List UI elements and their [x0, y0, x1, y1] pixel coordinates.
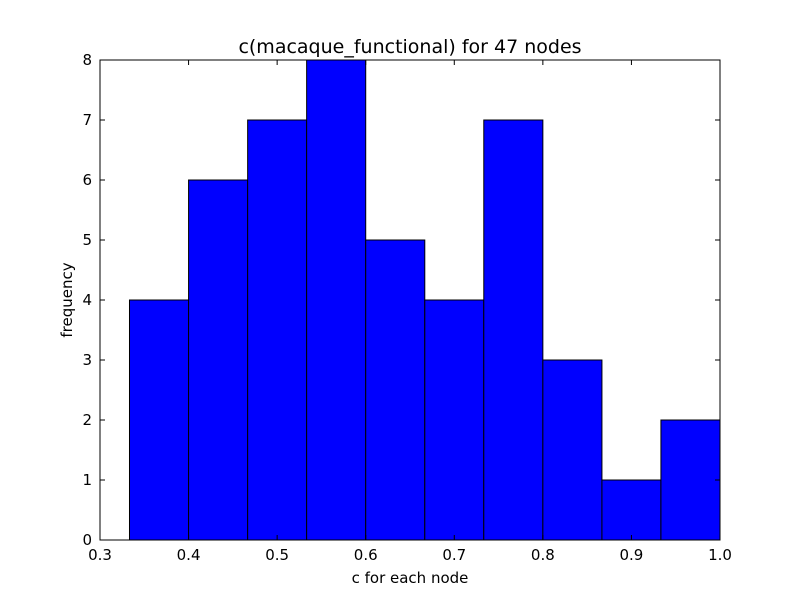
histogram-bar-7	[483, 119, 544, 541]
x-tick-label: 0.8	[531, 546, 555, 564]
histogram-bar-10	[660, 419, 721, 541]
x-tick-label: 0.7	[442, 546, 466, 564]
histogram-bars	[128, 59, 721, 541]
histogram-bar-3	[247, 119, 308, 541]
x-tick-label: 0.3	[88, 546, 112, 564]
x-axis-label: c for each node	[352, 569, 469, 587]
y-tick-label: 6	[82, 171, 92, 189]
y-tick-label: 5	[82, 231, 92, 249]
x-tick-label: 1.0	[708, 546, 732, 564]
histogram-bar-6	[424, 299, 485, 541]
x-tick-label: 0.5	[265, 546, 289, 564]
histogram-bar-2	[188, 179, 249, 541]
x-tick-label: 0.6	[354, 546, 378, 564]
histogram-bar-8	[542, 359, 603, 541]
y-tick-label: 3	[82, 351, 92, 369]
y-tick-label: 0	[82, 531, 92, 549]
y-tick-label: 1	[82, 471, 92, 489]
x-tick-label: 0.4	[177, 546, 201, 564]
histogram-bar-1	[128, 299, 190, 541]
x-axis-ticks: 0.3 0.4 0.5 0.6 0.7 0.8 0.9 1.0	[88, 60, 732, 564]
y-tick-label: 2	[82, 411, 92, 429]
y-tick-label: 8	[82, 51, 92, 69]
y-tick-label: 7	[82, 111, 92, 129]
y-axis-label: frequency	[58, 262, 76, 337]
x-tick-label: 0.9	[619, 546, 643, 564]
y-axis-ticks: 0 1 2 3 4 5 6 7 8	[82, 51, 720, 549]
y-tick-label: 4	[82, 291, 92, 309]
histogram-bar-9	[601, 479, 662, 541]
histogram-bar-4	[306, 59, 367, 541]
chart-title: c(macaque_functional) for 47 nodes	[238, 36, 581, 58]
histogram-bar-5	[365, 239, 426, 541]
